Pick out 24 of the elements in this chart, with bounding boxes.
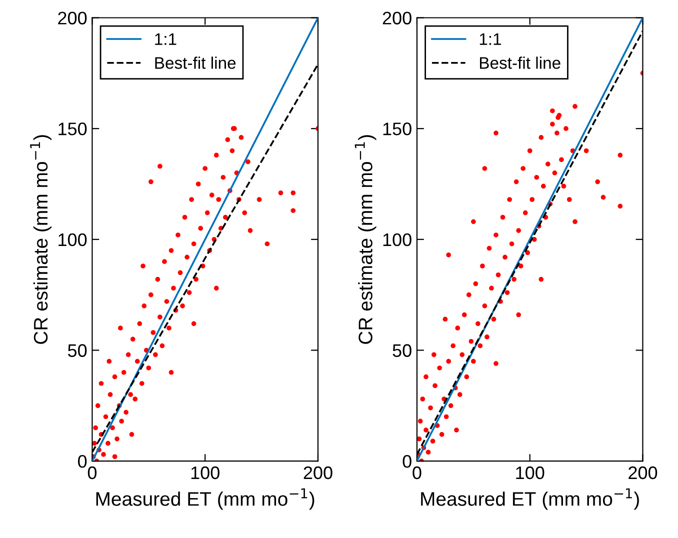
x-axis-title: Measured ET (mm mo$^{−1}$): [421, 488, 639, 510]
y-tick-label: 200: [382, 12, 412, 24]
x-tick-label: 100: [516, 466, 544, 480]
y-tick-label: 150: [383, 122, 412, 136]
legend-label: Best-fit line: [480, 56, 560, 69]
y-tick-label: 50: [68, 344, 87, 357]
x-tick-label: 0: [88, 466, 97, 480]
y-axis-title: CR estimate (mm mo$^{−1}$): [354, 135, 376, 344]
y-tick-label: 0: [402, 455, 412, 468]
y-tick-label: 150: [58, 122, 87, 136]
x-axis-title: Measured ET (mm mo$^{−1}$): [96, 488, 314, 510]
legend-label: 1:1: [155, 33, 176, 45]
x-tick-label: 100: [191, 466, 220, 480]
x-tick-label: 200: [628, 466, 658, 480]
y-tick-label: 0: [78, 455, 87, 468]
y-axis-title: CR estimate (mm mo$^{−1}$): [30, 135, 52, 344]
y-tick-label: 200: [58, 12, 87, 24]
x-tick-label: 200: [304, 466, 332, 480]
y-tick-label: 50: [392, 344, 412, 357]
y-tick-label: 100: [383, 233, 412, 246]
legend-label: 1:1: [480, 33, 501, 45]
legend-label: Best-fit line: [155, 56, 236, 69]
x-tick-label: 0: [412, 466, 422, 480]
y-tick-label: 100: [58, 233, 87, 246]
